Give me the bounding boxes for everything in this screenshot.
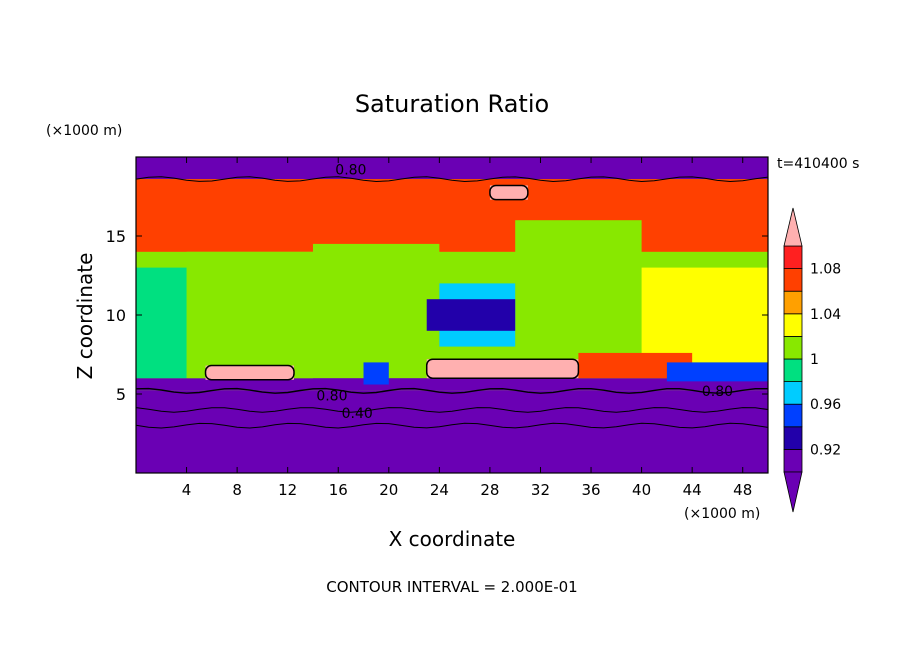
contour-line: [135, 407, 769, 413]
colorbar-segment: [783, 448, 803, 473]
colorbar-segment: [783, 268, 803, 292]
colorbar-segment: [783, 403, 803, 428]
field-region: [426, 359, 579, 379]
x-tick-label: 16: [329, 481, 348, 499]
x-tick-label: 40: [632, 481, 651, 499]
colorbar-segment: [783, 358, 803, 383]
colorbar-segment: [783, 381, 803, 405]
colorbar: 0.92 0.96 1 1.04 1.08: [783, 207, 841, 513]
contour-label: 0.80: [335, 163, 366, 179]
y-unit-label: (×1000 m): [46, 123, 122, 139]
colorbar-segment: [783, 335, 803, 360]
x-tick-label: 28: [480, 481, 499, 499]
colorbar-segment: [783, 290, 803, 315]
colorbar-tick-label: 0.92: [810, 442, 841, 458]
contour-line: [425, 358, 580, 379]
x-tick-label: 24: [430, 481, 449, 499]
contour-labels: 0.800.800.400.80: [316, 163, 733, 422]
colorbar-segment: [783, 313, 803, 337]
x-unit-label: (×1000 m): [684, 506, 760, 522]
plot-area: [136, 157, 768, 473]
field-region: [136, 157, 768, 180]
y-axis-label: Z coordinate: [73, 253, 97, 380]
x-tick-label: 8: [232, 481, 242, 499]
y-tick-label: 10: [106, 306, 126, 325]
field-region: [136, 378, 768, 391]
field-region: [136, 179, 768, 252]
x-tick-label: 32: [531, 481, 550, 499]
colorbar-under-arrow: [783, 471, 803, 513]
x-tick-label: 12: [278, 481, 297, 499]
x-tick-label: 4: [182, 481, 192, 499]
colorbar-tick-label: 0.96: [810, 397, 841, 413]
colorbar-tick-label: 1: [810, 352, 819, 368]
colorbar-segment: [783, 426, 803, 450]
field-region: [136, 267, 187, 379]
x-axis: 4 8 12 16 20 24 28 32 36 40 44 48: [182, 157, 752, 499]
colorbar-tick-label: 1.04: [810, 307, 841, 323]
contour-lines: [135, 176, 769, 429]
x-tick-label: 48: [733, 481, 752, 499]
y-tick-label: 5: [116, 385, 126, 404]
field-region: [666, 362, 768, 382]
chart-title: Saturation Ratio: [355, 90, 549, 118]
contour-line: [489, 184, 529, 201]
field-region: [515, 220, 642, 363]
colorbar-tick-label: 1.08: [810, 262, 841, 278]
contour-label: 0.80: [316, 389, 347, 405]
field-region: [186, 251, 313, 379]
x-tick-label: 44: [683, 481, 702, 499]
contour-line: [204, 364, 295, 381]
y-axis: 5 10 15: [106, 227, 768, 404]
contour-line: [135, 422, 769, 429]
contour-line: [135, 387, 768, 394]
field-region: [363, 362, 389, 385]
time-label: t=410400 s: [777, 156, 859, 172]
field-region: [205, 365, 294, 380]
colorbar-over-arrow: [783, 207, 803, 247]
field-region: [641, 267, 768, 363]
field-region: [489, 185, 528, 200]
x-tick-label: 20: [379, 481, 398, 499]
contour-interval-footer: CONTOUR INTERVAL = 2.000E-01: [326, 578, 577, 596]
contour-label: 0.80: [702, 384, 733, 400]
field-region: [426, 299, 516, 331]
contour-label: 0.40: [342, 406, 373, 422]
x-axis-label: X coordinate: [389, 527, 516, 551]
colorbar-segment: [783, 245, 803, 270]
x-tick-label: 36: [581, 481, 600, 499]
field-region: [136, 390, 768, 473]
field-region: [312, 243, 440, 371]
contour-line: [135, 176, 769, 183]
y-tick-label: 15: [106, 227, 126, 246]
